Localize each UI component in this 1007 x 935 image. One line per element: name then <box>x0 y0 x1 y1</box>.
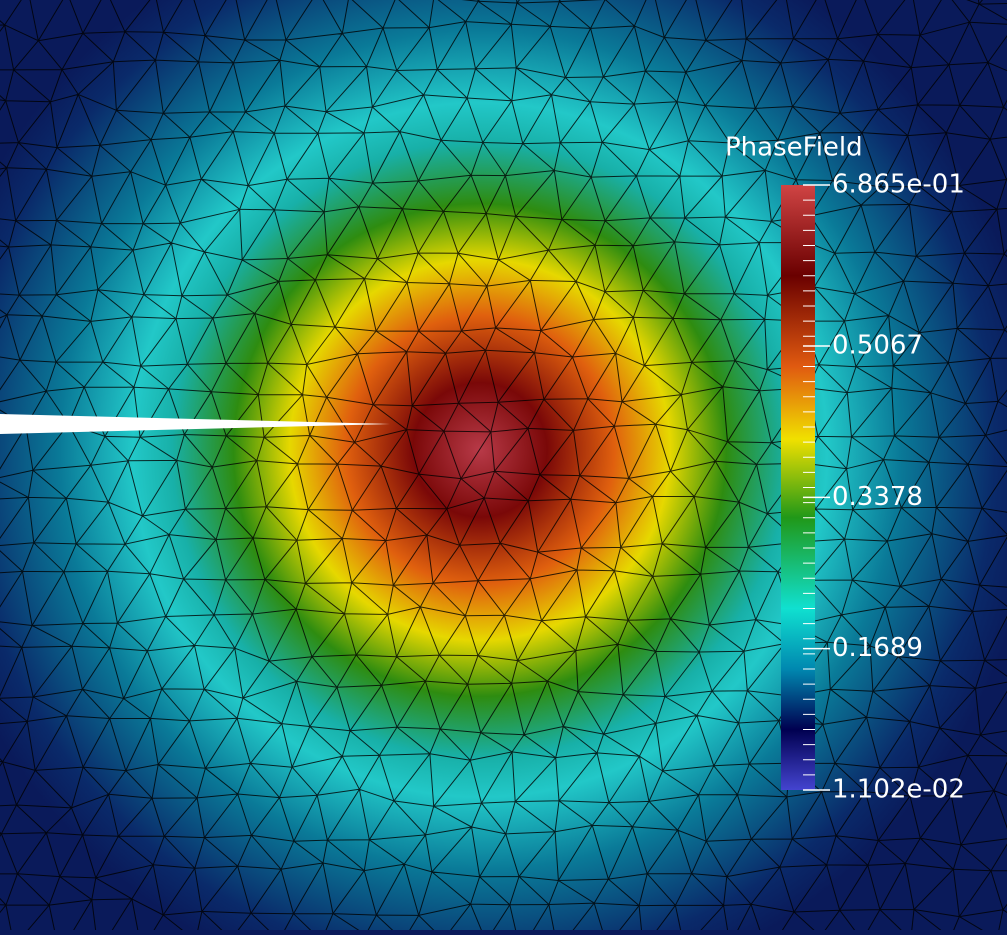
crack <box>0 414 390 434</box>
tick-label: 6.865e-01 <box>832 170 965 200</box>
tick-label: 0.5067 <box>832 331 923 361</box>
tick-label: 0.3378 <box>832 482 923 512</box>
tick-label: 1.102e-02 <box>832 775 965 805</box>
colorbar-title: PhaseField <box>725 133 863 163</box>
tick-label: 0.1689 <box>832 633 923 663</box>
